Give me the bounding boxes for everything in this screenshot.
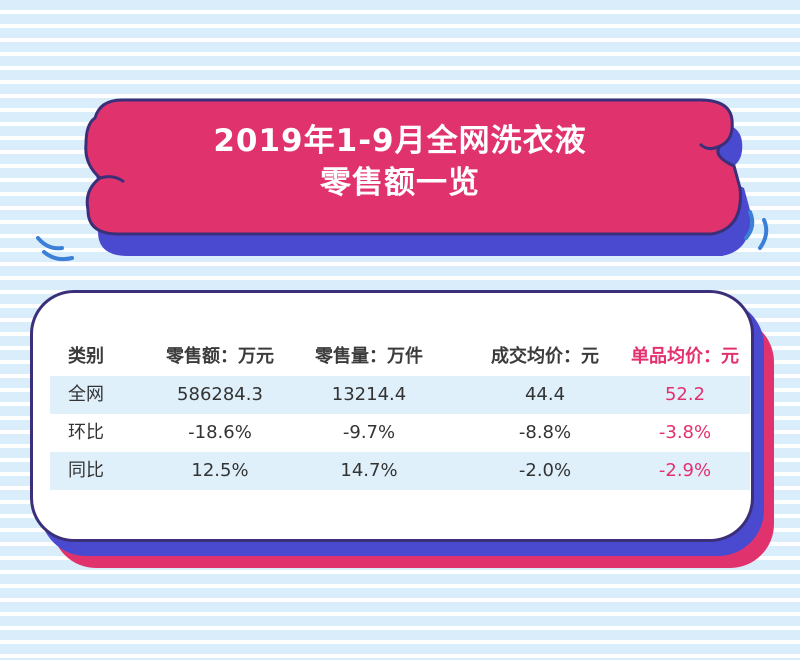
header-avg-transaction-price: 成交均价：元 [491,346,599,367]
header-sales-volume: 零售量：万件 [315,346,423,367]
banner-title-line1: 2019年1-9月全网洗衣液 [213,123,587,159]
left-motion-lines-icon [36,236,74,262]
header-sales-amount: 零售额：万元 [166,346,274,367]
cell-avg-unit-price: -2.9% [658,460,712,481]
cell-avg-transaction-price: -8.8% [518,422,572,443]
table-row: 全网 586284.3 13214.4 44.4 52.2 [50,376,750,414]
cell-avg-unit-price: 52.2 [664,384,706,405]
cell-sales-volume: 13214.4 [331,384,407,405]
row-label: 同比 [68,460,104,481]
row-label: 全网 [68,384,104,405]
cell-sales-amount: 12.5% [191,460,249,481]
sales-table: 类别 零售额：万元 零售量：万件 成交均价：元 单品均价：元 全网 586284… [50,338,750,490]
cell-sales-volume: -9.7% [342,422,396,443]
cell-sales-amount: 586284.3 [177,384,263,405]
banner-title: 2019年1-9月全网洗衣液 零售额一览 [160,120,640,204]
header-avg-unit-price: 单品均价：元 [631,346,739,367]
cell-avg-transaction-price: -2.0% [518,460,572,481]
cell-sales-amount: -18.6% [188,422,252,443]
table-row: 同比 12.5% 14.7% -2.0% -2.9% [50,452,750,490]
header-category: 类别 [68,346,104,367]
table-row: 环比 -18.6% -9.7% -8.8% -3.8% [50,414,750,452]
data-card [30,290,754,542]
banner-title-line2: 零售额一览 [320,165,480,201]
cell-avg-unit-price: -3.8% [658,422,712,443]
title-banner: 2019年1-9月全网洗衣液 零售额一览 [40,78,760,278]
cell-avg-transaction-price: 44.4 [524,384,566,405]
table-header-row: 类别 零售额：万元 零售量：万件 成交均价：元 单品均价：元 [50,338,750,376]
banner-ribbon-shape [84,98,751,256]
right-motion-lines-icon [744,210,769,250]
row-label: 环比 [68,422,104,443]
cell-sales-volume: 14.7% [340,460,398,481]
